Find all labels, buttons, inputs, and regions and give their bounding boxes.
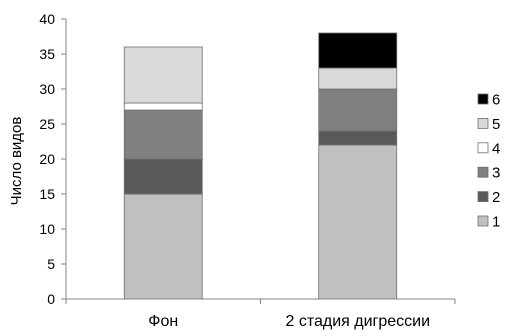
y-tick-label: 40 bbox=[39, 11, 55, 27]
y-tick-label: 35 bbox=[39, 46, 55, 62]
legend-swatch-4 bbox=[477, 142, 489, 154]
bar-segment-series-4-1 bbox=[123, 102, 203, 111]
legend-swatch-3 bbox=[477, 166, 489, 178]
x-tick-label: Фон bbox=[148, 313, 178, 330]
plot-area bbox=[123, 32, 398, 300]
y-tick-label: 25 bbox=[39, 116, 55, 132]
bar-segment-series-3-2 bbox=[318, 88, 398, 132]
y-tick-label: 10 bbox=[39, 221, 55, 237]
y-tick-label: 30 bbox=[39, 81, 55, 97]
bar-segment-series-2-2 bbox=[318, 130, 398, 146]
legend-label-6: 6 bbox=[492, 92, 500, 109]
y-tick-label: 5 bbox=[47, 256, 55, 272]
bar-segment-series-5-2 bbox=[318, 67, 398, 90]
bar-segment-series-1-1 bbox=[123, 193, 203, 300]
legend-swatch-1 bbox=[477, 215, 489, 227]
x-tick-label: 2 стадия дигрессии bbox=[285, 313, 430, 330]
legend-label-4: 4 bbox=[492, 140, 500, 157]
legend-swatch-6 bbox=[477, 93, 489, 105]
bar-segment-series-5-1 bbox=[123, 46, 203, 104]
legend-label-5: 5 bbox=[492, 116, 500, 133]
y-axis-title: Число видов bbox=[8, 117, 25, 206]
legend-swatch-2 bbox=[477, 191, 489, 203]
y-tick-label: 20 bbox=[39, 151, 55, 167]
y-tick-label: 0 bbox=[47, 291, 55, 307]
legend-label-3: 3 bbox=[492, 165, 500, 182]
bar-segment-series-1-2 bbox=[318, 144, 398, 300]
bar-segment-series-3-1 bbox=[123, 109, 203, 160]
bar-segment-series-2-1 bbox=[123, 158, 203, 195]
bar-segment-series-6-2 bbox=[318, 32, 398, 69]
legend: 6 5 4 3 2 1 bbox=[477, 92, 500, 231]
legend-swatch-5 bbox=[477, 118, 489, 129]
axes: 0 5 10 15 20 25 30 35 40 Фон 2 стадия дигрессии bbox=[39, 11, 456, 330]
y-tick-label: 15 bbox=[39, 186, 55, 202]
legend-label-1: 1 bbox=[492, 214, 500, 231]
legend-label-2: 2 bbox=[492, 189, 500, 206]
